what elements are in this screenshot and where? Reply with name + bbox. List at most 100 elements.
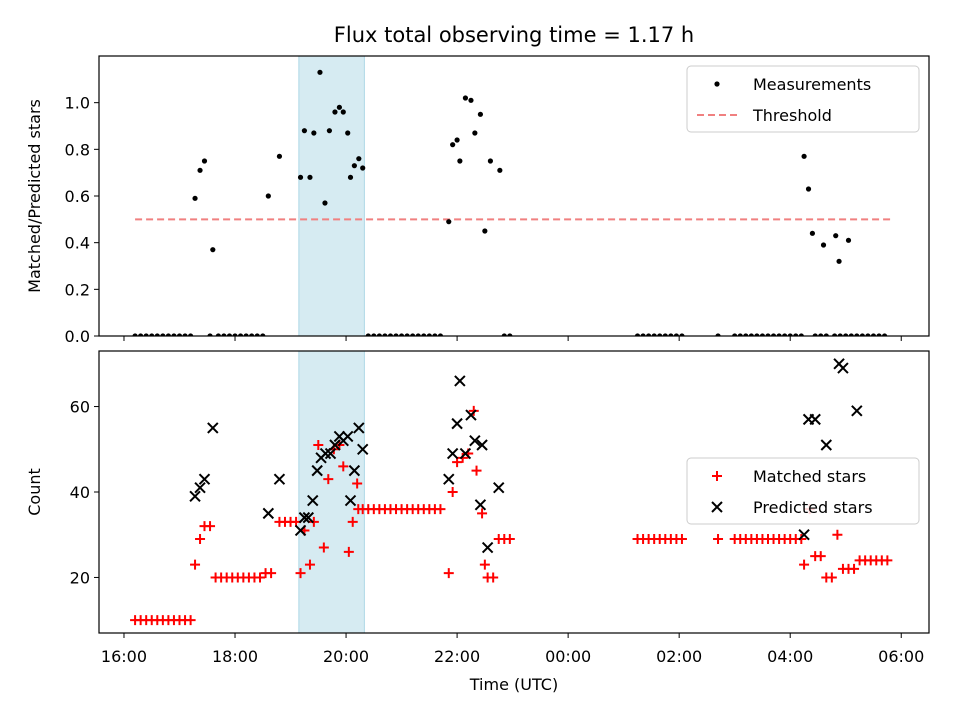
predicted-star-point <box>809 413 821 426</box>
x-tick-label: 00:00 <box>545 647 591 666</box>
measurement-point <box>365 333 371 336</box>
measurement-point <box>450 142 456 148</box>
measurement-point <box>347 174 354 180</box>
measurement-point <box>210 247 216 253</box>
measurement-point <box>748 333 754 336</box>
matched-star-point <box>799 559 810 570</box>
measurement-point <box>832 333 838 336</box>
measurement-point <box>143 333 149 336</box>
matched-star-point <box>190 559 201 570</box>
matched-star-point <box>676 534 687 544</box>
measurement-point <box>226 333 233 336</box>
matched-star-point <box>504 534 515 544</box>
measurement-point <box>192 195 198 201</box>
measurement-point <box>646 333 652 336</box>
measurement-point <box>876 333 882 336</box>
measurement-point <box>265 193 271 199</box>
x-tick-label: 16:00 <box>101 647 147 666</box>
series-measurements <box>132 69 888 336</box>
series-predicted-stars <box>189 358 863 554</box>
measurement-point <box>820 242 827 248</box>
measurement-point <box>171 333 177 336</box>
matched-star-point <box>477 508 488 519</box>
measurement-point <box>332 109 338 115</box>
measurement-point <box>823 333 829 336</box>
predicted-star-point <box>481 541 494 554</box>
measurement-point <box>307 174 313 180</box>
measurement-point <box>138 333 144 336</box>
measurement-point <box>215 333 221 336</box>
x-axis-label: Time (UTC) <box>469 675 558 694</box>
measurement-point <box>376 333 382 336</box>
measurement-point <box>207 333 213 336</box>
measurement-point <box>640 333 646 336</box>
matched-star-point <box>323 474 334 485</box>
matched-star-point <box>713 534 724 544</box>
legend-marker-predicted <box>711 501 723 513</box>
predicted-star-point <box>207 422 219 434</box>
matched-star-point <box>447 487 458 497</box>
measurement-point <box>371 333 377 336</box>
measurement-point <box>812 333 818 336</box>
top-panel: 0.0 0.2 0.4 0.6 0.8 1.0 Matched/Predicted star… <box>25 55 930 346</box>
measurement-point <box>221 333 227 336</box>
measurement-point <box>482 228 488 234</box>
measurement-point <box>232 333 238 336</box>
measurement-point <box>351 163 357 169</box>
predicted-star-point <box>324 447 337 460</box>
legend-label: Measurements <box>753 75 871 94</box>
measurement-point <box>336 104 342 110</box>
y-tick-label: 40 <box>70 483 90 502</box>
measurement-point <box>322 200 328 206</box>
measurement-point <box>679 333 685 336</box>
predicted-star-point <box>344 494 357 507</box>
matched-star-point <box>343 546 354 557</box>
predicted-star-point <box>302 511 315 524</box>
y-tick-label: 60 <box>70 398 90 417</box>
measurement-point <box>833 233 839 239</box>
measurement-point <box>301 128 308 134</box>
measurement-point <box>881 333 888 336</box>
measurement-point <box>759 333 766 336</box>
predicted-star-point <box>493 482 505 494</box>
measurement-point <box>809 230 816 236</box>
measurement-point <box>468 97 474 103</box>
matched-star-point <box>849 563 860 574</box>
measurement-point <box>360 165 366 171</box>
measurement-point <box>432 333 438 336</box>
matched-star-point <box>457 452 468 463</box>
measurement-point <box>404 333 410 336</box>
measurement-point <box>201 158 208 164</box>
plot-area <box>130 358 893 626</box>
matched-star-point <box>313 440 324 450</box>
x-tick-label: 06:00 <box>878 647 924 666</box>
predicted-star-point <box>451 417 463 430</box>
predicted-star-point <box>443 473 455 485</box>
measurement-point <box>237 333 244 336</box>
measurement-point <box>848 333 854 336</box>
chart-title: Flux total observing time = 1.17 h <box>334 23 694 47</box>
measurement-point <box>457 158 463 164</box>
matched-star-point <box>304 559 315 570</box>
legend-marker-measurements <box>714 81 720 87</box>
measurement-point <box>787 333 793 336</box>
matched-star-point <box>815 551 826 562</box>
matched-star-point <box>882 555 893 566</box>
measurement-point <box>836 258 842 264</box>
matched-star-point <box>435 504 446 515</box>
measurement-point <box>715 333 721 336</box>
predicted-star-point <box>198 473 211 485</box>
y-tick-label: 0.6 <box>65 187 90 206</box>
measurement-point <box>132 333 138 336</box>
measurement-point <box>462 95 469 101</box>
predicted-star-point <box>189 490 201 502</box>
legend-label: Threshold <box>752 106 832 125</box>
y-tick-label: 20 <box>70 568 90 587</box>
matched-star-point <box>185 615 196 626</box>
predicted-star-point <box>459 447 472 460</box>
plot-area <box>132 69 891 336</box>
predicted-star-point <box>262 507 275 520</box>
predicted-star-point <box>798 529 810 541</box>
measurement-point <box>297 174 304 180</box>
